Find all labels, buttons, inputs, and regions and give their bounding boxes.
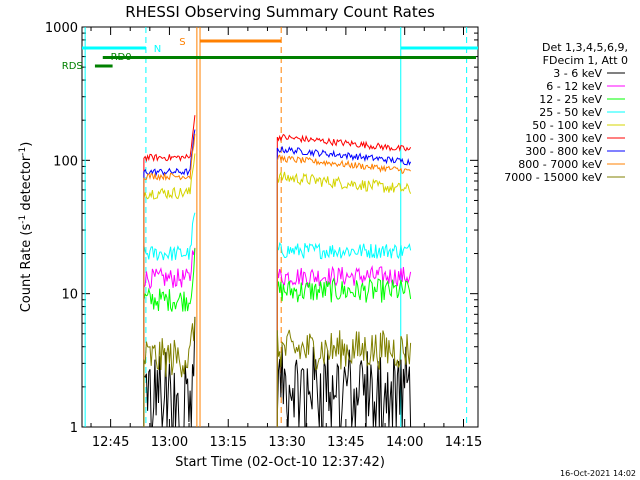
series-line-5-0 bbox=[143, 115, 196, 427]
series-line-8-0 bbox=[143, 317, 196, 427]
footer-timestamp: 16-Oct-2021 14:02 bbox=[560, 469, 636, 478]
x-tick-label: 14:00 bbox=[386, 435, 423, 450]
legend-label-4: 50 - 100 keV bbox=[532, 119, 602, 132]
y-label-sup1: -1 bbox=[18, 215, 28, 224]
flag-label-n: N bbox=[154, 44, 161, 55]
x-tick-label: 13:15 bbox=[210, 435, 247, 450]
series-line-6-0 bbox=[143, 129, 196, 427]
flag-label-rd0: RD0 bbox=[111, 52, 132, 63]
series-line-8-1 bbox=[276, 329, 412, 427]
y-tick-label: 10 bbox=[61, 288, 78, 303]
y-axis-label: Count Rate (s-1 detector-1) bbox=[18, 142, 34, 313]
series-line-2-1 bbox=[276, 277, 412, 427]
legend-label-5: 100 - 300 keV bbox=[525, 132, 602, 145]
legend-header-1: Det 1,3,4,5,6,9, bbox=[542, 41, 628, 54]
x-tick-label: 14:15 bbox=[445, 435, 482, 450]
x-axis-label: Start Time (02-Oct-10 12:37:42) bbox=[175, 455, 385, 470]
legend-label-6: 300 - 800 keV bbox=[525, 145, 602, 158]
y-label-part1: Count Rate (s bbox=[19, 224, 34, 313]
series-line-5-1 bbox=[276, 133, 412, 427]
legend-label-7: 800 - 7000 keV bbox=[518, 158, 602, 171]
x-tick-label: 13:30 bbox=[268, 435, 305, 450]
y-tick-label: 1000 bbox=[45, 21, 78, 36]
series-line-7-1 bbox=[276, 154, 411, 427]
series-line-2-0 bbox=[143, 248, 196, 427]
y-label-part2: detector bbox=[19, 155, 34, 215]
legend-label-0: 3 - 6 keV bbox=[553, 67, 602, 80]
legend-header-2: FDecim 1, Att 0 bbox=[543, 54, 628, 67]
series-line-3-1 bbox=[276, 242, 412, 427]
series-line-1-0 bbox=[143, 247, 196, 427]
flag-label-rds: RDS bbox=[62, 61, 83, 72]
x-tick-label: 13:00 bbox=[151, 435, 188, 450]
legend-label-8: 7000 - 15000 keV bbox=[504, 171, 602, 184]
x-tick-label: 13:45 bbox=[327, 435, 364, 450]
legend: Det 1,3,4,5,6,9, FDecim 1, Att 0 3 - 6 k… bbox=[504, 41, 628, 184]
series-line-4-0 bbox=[143, 153, 196, 427]
series-line-0-1 bbox=[276, 344, 412, 428]
series-line-7-0 bbox=[143, 133, 196, 427]
y-label-part3: ) bbox=[19, 142, 34, 147]
series-line-0-0 bbox=[143, 316, 196, 428]
flag-label-s: S bbox=[179, 37, 185, 48]
series-line-1-1 bbox=[276, 265, 412, 427]
chart-title: RHESSI Observing Summary Count Rates bbox=[125, 3, 435, 21]
y-tick-label: 1 bbox=[70, 421, 78, 436]
y-tick-label: 100 bbox=[53, 154, 78, 169]
legend-label-1: 6 - 12 keV bbox=[546, 80, 602, 93]
legend-label-3: 25 - 50 keV bbox=[539, 106, 602, 119]
series-line-3-0 bbox=[143, 212, 196, 427]
y-label-sup2: -1 bbox=[18, 147, 28, 156]
legend-label-2: 12 - 25 keV bbox=[539, 93, 602, 106]
plot-area: 1 10 100 1000 12:45 13:00 13:15 13:30 13:45 14:00… bbox=[45, 21, 482, 450]
series-line-4-1 bbox=[276, 170, 412, 427]
series-line-6-1 bbox=[276, 146, 412, 427]
x-tick-label: 12:45 bbox=[92, 435, 129, 450]
plot-frame bbox=[81, 26, 479, 428]
